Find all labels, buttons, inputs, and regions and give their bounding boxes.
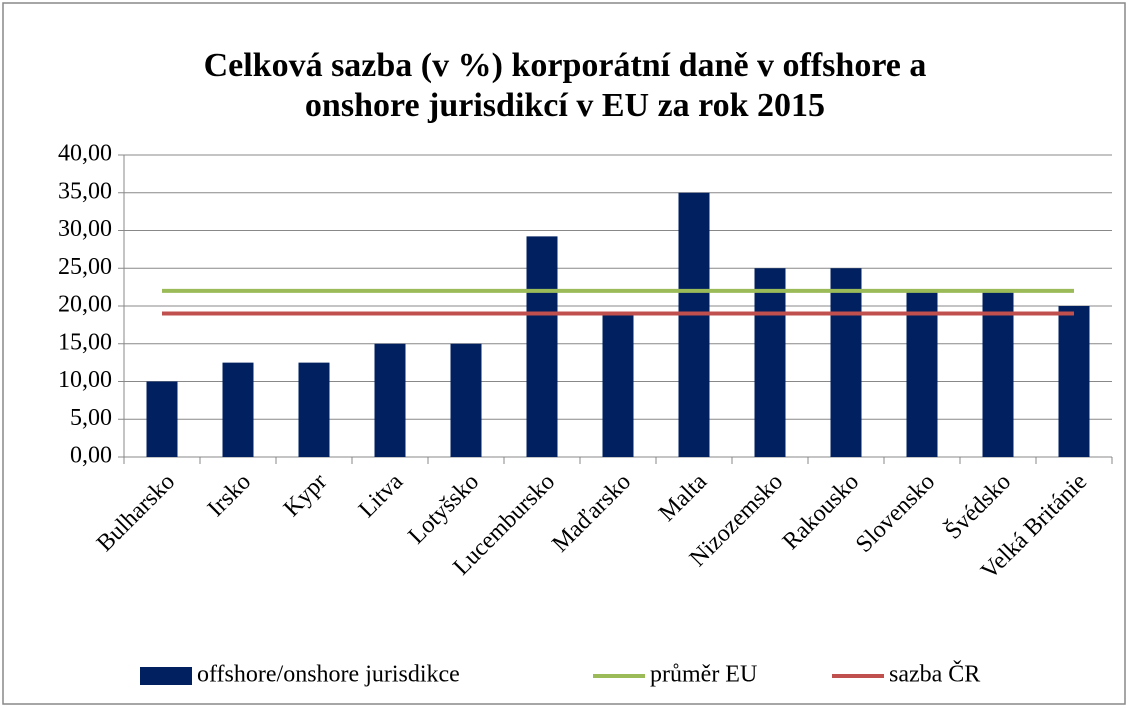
bar bbox=[906, 290, 938, 457]
y-tick-label: 0,00 bbox=[70, 443, 112, 469]
y-tick-label: 10,00 bbox=[58, 367, 112, 393]
bar bbox=[222, 362, 254, 457]
bar bbox=[298, 362, 330, 457]
chart-title: Celková sazba (v %) korporátní daně v of… bbox=[204, 47, 927, 124]
legend-label: průměr EU bbox=[650, 662, 757, 688]
bar bbox=[678, 192, 710, 457]
bar bbox=[146, 381, 178, 457]
legend-label: offshore/onshore jurisdikce bbox=[197, 662, 460, 688]
y-tick-label: 15,00 bbox=[58, 329, 112, 355]
bar bbox=[754, 268, 786, 457]
y-tick-label: 35,00 bbox=[58, 178, 112, 204]
bar bbox=[450, 343, 482, 457]
legend-swatch bbox=[140, 667, 192, 685]
y-tick-label: 30,00 bbox=[58, 216, 112, 242]
bar bbox=[526, 236, 558, 457]
bar bbox=[374, 343, 406, 457]
bar bbox=[602, 313, 634, 457]
legend-label: sazba ČR bbox=[889, 661, 980, 688]
bar bbox=[830, 268, 862, 457]
bar bbox=[1058, 306, 1090, 457]
y-tick-label: 20,00 bbox=[58, 292, 112, 318]
bar bbox=[982, 290, 1014, 457]
y-tick-label: 40,00 bbox=[58, 141, 112, 167]
y-tick-label: 25,00 bbox=[58, 254, 112, 280]
y-tick-label: 5,00 bbox=[70, 405, 112, 431]
